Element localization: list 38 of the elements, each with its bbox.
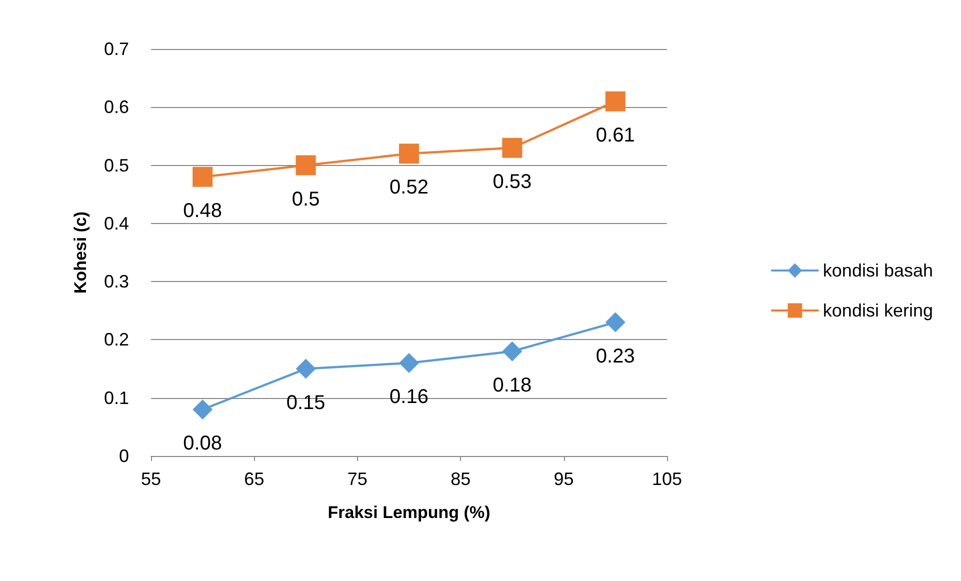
- y-axis-title: Kohesi (c): [71, 211, 90, 294]
- x-tick-label: 95: [554, 469, 574, 489]
- x-axis-title: Fraksi Lempung (%): [328, 503, 490, 522]
- point: [605, 312, 626, 332]
- point: [605, 91, 626, 112]
- y-tick-label: 0.3: [104, 272, 129, 292]
- point: [399, 144, 419, 164]
- point: [399, 352, 419, 373]
- data-label: 0.18: [492, 374, 532, 396]
- data-label: 0.23: [596, 345, 635, 368]
- data-label: 0.5: [292, 188, 320, 210]
- y-tick-label: 0.2: [104, 330, 129, 350]
- x-tick-label: 75: [347, 469, 368, 489]
- point: [502, 138, 522, 158]
- x-tick-label: 55: [140, 469, 162, 489]
- point: [192, 166, 213, 187]
- y-tick-label: 0.7: [104, 39, 129, 59]
- y-tick-label: 0.5: [104, 155, 129, 176]
- point: [192, 399, 213, 420]
- data-label: 0.53: [492, 170, 532, 193]
- data-label: 0.52: [390, 176, 428, 199]
- legend-label: kondisi basah: [822, 260, 934, 280]
- legend-label: kondisi kering: [822, 300, 933, 320]
- data-label: 0.08: [183, 432, 222, 454]
- x-tick-label: 85: [450, 469, 471, 489]
- point: [296, 155, 316, 176]
- y-tick-label: 0: [118, 446, 129, 466]
- data-label: 0.48: [183, 200, 222, 222]
- x-tick-label: 65: [244, 469, 264, 489]
- data-label: 0.61: [596, 124, 635, 146]
- data-label: 0.15: [286, 392, 326, 414]
- point: [296, 358, 316, 379]
- y-tick-label: 0.4: [104, 213, 129, 234]
- data-label: 0.16: [390, 386, 428, 408]
- y-tick-label: 0.1: [104, 388, 129, 408]
- point: [502, 341, 522, 362]
- x-tick-label: 105: [652, 469, 682, 489]
- y-tick-label: 0.6: [104, 97, 129, 118]
